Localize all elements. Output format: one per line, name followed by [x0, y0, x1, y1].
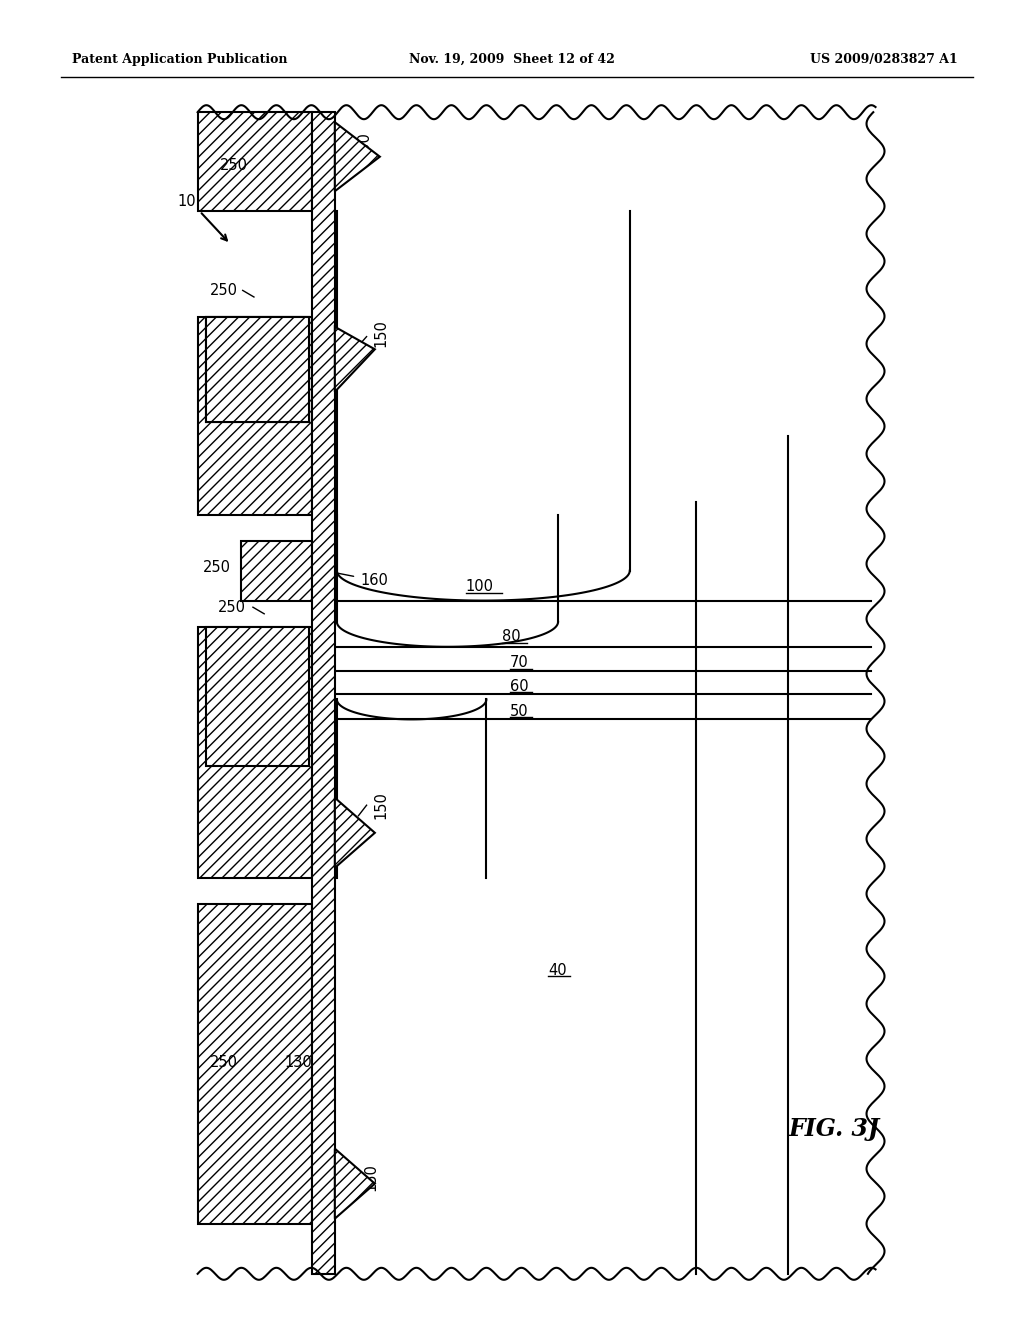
Text: 80: 80	[502, 630, 520, 644]
Text: 130: 130	[285, 1055, 312, 1071]
Text: 150: 150	[374, 318, 389, 347]
Text: FIG. 3J: FIG. 3J	[790, 1117, 880, 1140]
Bar	[206, 317, 309, 422]
Text: 250: 250	[210, 282, 238, 298]
Bar	[198, 112, 312, 211]
Polygon shape	[335, 123, 380, 191]
Text: 150: 150	[374, 791, 389, 820]
Text: 10: 10	[177, 194, 196, 210]
Polygon shape	[335, 327, 375, 392]
Text: 160: 160	[360, 573, 388, 589]
Text: 250: 250	[203, 560, 230, 576]
Polygon shape	[335, 797, 375, 867]
Text: 250: 250	[218, 599, 246, 615]
Bar	[206, 317, 309, 422]
Text: 100: 100	[466, 579, 494, 594]
Text: 150: 150	[356, 131, 372, 160]
Text: 250: 250	[210, 1055, 238, 1071]
Bar	[241, 541, 312, 601]
Text: Nov. 19, 2009  Sheet 12 of 42: Nov. 19, 2009 Sheet 12 of 42	[409, 53, 615, 66]
Bar	[198, 627, 312, 878]
Text: 40: 40	[548, 962, 566, 978]
Text: 140: 140	[233, 362, 261, 378]
Text: 140: 140	[233, 689, 261, 705]
Polygon shape	[335, 1148, 375, 1218]
Text: Patent Application Publication: Patent Application Publication	[72, 53, 287, 66]
Text: US 2009/0283827 A1: US 2009/0283827 A1	[810, 53, 957, 66]
Bar	[198, 904, 312, 1224]
Bar	[312, 112, 335, 1274]
Text: 70: 70	[510, 655, 528, 671]
Bar	[198, 317, 312, 515]
Text: 60: 60	[510, 678, 528, 694]
Bar	[206, 627, 309, 766]
Text: 250: 250	[220, 157, 248, 173]
Text: 50: 50	[510, 704, 528, 719]
Text: 150: 150	[364, 1163, 379, 1192]
